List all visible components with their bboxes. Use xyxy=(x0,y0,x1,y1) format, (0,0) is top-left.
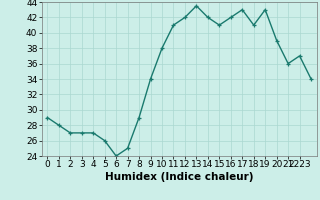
X-axis label: Humidex (Indice chaleur): Humidex (Indice chaleur) xyxy=(105,172,253,182)
